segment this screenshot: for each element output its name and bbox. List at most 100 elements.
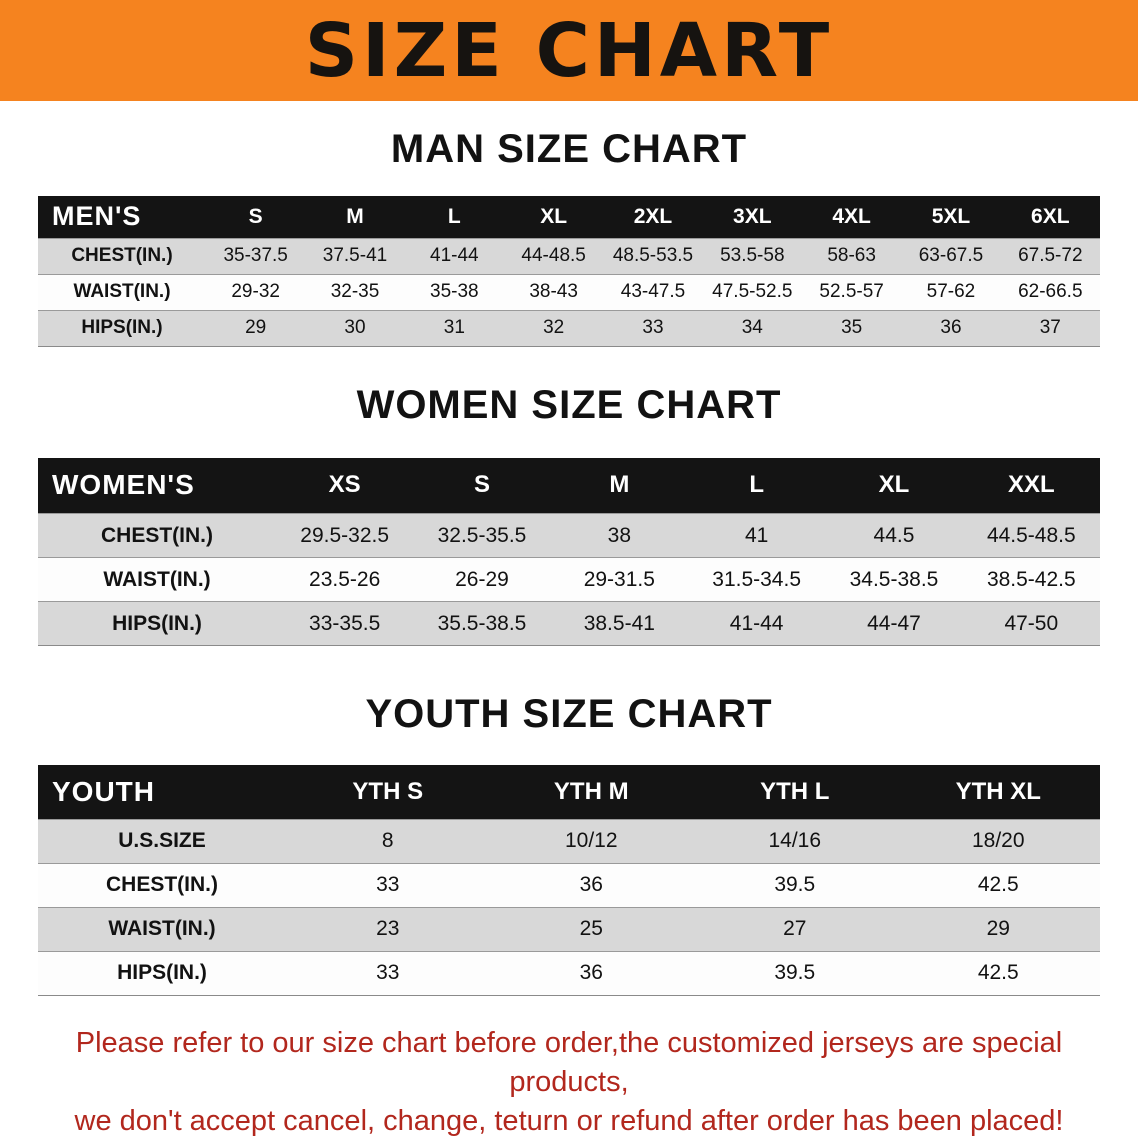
measurement-value: 18/20 — [896, 818, 1100, 863]
measurement-value: 31 — [404, 309, 504, 347]
measurement-label: CHEST(IN.) — [38, 513, 276, 558]
measurement-value: 27 — [693, 906, 897, 951]
size-column-header: M — [550, 457, 688, 514]
measurement-value: 33 — [286, 950, 490, 996]
size-column-header: XS — [276, 457, 414, 514]
measurement-row: CHEST(IN.) 33 36 39.5 42.5 — [38, 862, 1100, 907]
measurement-value: 41 — [687, 513, 826, 558]
measurement-row: WAIST(IN.) 23 25 27 29 — [38, 906, 1100, 951]
measurement-row: CHEST(IN.) 35-37.5 37.5-41 41-44 44-48.5 48.5… — [38, 237, 1100, 274]
measurement-value: 38.5-42.5 — [962, 557, 1100, 602]
measurement-value: 35-38 — [404, 273, 504, 310]
measurement-value: 36 — [489, 950, 693, 996]
measurement-value: 58-63 — [801, 237, 902, 274]
size-column-header: YTH S — [286, 765, 490, 819]
measurement-value: 30 — [305, 309, 405, 347]
measurement-label: U.S.SIZE — [38, 818, 286, 863]
measurement-value: 37.5-41 — [305, 237, 405, 274]
measurement-value: 38 — [550, 513, 688, 558]
page-title: SIZE CHART — [304, 7, 834, 94]
measurement-value: 36 — [901, 309, 1001, 347]
measurement-value: 33-35.5 — [276, 601, 414, 646]
measurement-label: WAIST(IN.) — [38, 906, 286, 951]
measurement-value: 31.5-34.5 — [687, 557, 826, 602]
measurement-value: 33 — [286, 862, 490, 907]
youth-size-table: YOUTH YTH S YTH M YTH L YTH XL U.S.SIZE 8 10/12… — [38, 765, 1100, 996]
measurement-value: 44.5-48.5 — [962, 513, 1100, 558]
measurement-value: 48.5-53.5 — [603, 237, 703, 274]
title-banner: SIZE CHART — [0, 0, 1138, 101]
measurement-value: 29.5-32.5 — [276, 513, 414, 558]
measurement-value: 29 — [206, 309, 306, 347]
size-column-header: 6XL — [1000, 196, 1100, 238]
measurement-row: HIPS(IN.) 29 30 31 32 33 34 35 36 37 — [38, 309, 1100, 347]
measurement-value: 25 — [489, 906, 693, 951]
measurement-value: 26-29 — [413, 557, 551, 602]
measurement-row: HIPS(IN.) 33-35.5 35.5-38.5 38.5-41 41-44 44-… — [38, 601, 1100, 646]
measurement-value: 38.5-41 — [550, 601, 688, 646]
size-column-header: 5XL — [901, 196, 1001, 238]
measurement-value: 29-32 — [206, 273, 306, 310]
measurement-value: 42.5 — [896, 950, 1100, 996]
measurement-value: 32-35 — [305, 273, 405, 310]
measurement-value: 32 — [503, 309, 604, 347]
measurement-label: HIPS(IN.) — [38, 950, 286, 996]
measurement-value: 39.5 — [693, 950, 897, 996]
measurement-label: CHEST(IN.) — [38, 237, 206, 274]
measurement-value: 14/16 — [693, 818, 897, 863]
measurement-value: 63-67.5 — [901, 237, 1001, 274]
measurement-value: 35 — [801, 309, 902, 347]
measurement-label: HIPS(IN.) — [38, 309, 206, 347]
measurement-value: 42.5 — [896, 862, 1100, 907]
measurement-label: WAIST(IN.) — [38, 557, 276, 602]
table-header-row: MEN'S S M L XL 2XL 3XL 4XL 5XL 6XL — [38, 196, 1100, 238]
measurement-value: 10/12 — [489, 818, 693, 863]
size-column-header: XL — [825, 457, 963, 514]
measurement-value: 67.5-72 — [1000, 237, 1100, 274]
measurement-value: 23.5-26 — [276, 557, 414, 602]
size-column-header: YTH M — [489, 765, 693, 819]
size-column-header: XXL — [962, 457, 1100, 514]
women-size-table: WOMEN'S XS S M L XL XXL CHEST(IN.) 29.5-32.5 32.5… — [38, 457, 1100, 646]
measurement-value: 57-62 — [901, 273, 1001, 310]
measurement-label: CHEST(IN.) — [38, 862, 286, 907]
women-size-chart-section: WOMEN SIZE CHART WOMEN'S XS S M L XL XXL CHEST(… — [0, 382, 1138, 646]
table-group-label: WOMEN'S — [38, 457, 276, 514]
measurement-value: 47.5-52.5 — [702, 273, 802, 310]
size-column-header: XL — [503, 196, 604, 238]
measurement-value: 34 — [702, 309, 802, 347]
disclaimer-line-2: we don't accept cancel, change, teturn o… — [74, 1104, 1064, 1137]
women-section-heading: WOMEN SIZE CHART — [356, 382, 782, 427]
size-column-header: L — [687, 457, 826, 514]
measurement-value: 35-37.5 — [206, 237, 306, 274]
youth-size-chart-section: YOUTH SIZE CHART YOUTH YTH S YTH M YTH L YTH… — [0, 692, 1138, 996]
measurement-row: WAIST(IN.) 23.5-26 26-29 29-31.5 31.5-34.5 34… — [38, 557, 1100, 602]
measurement-value: 37 — [1000, 309, 1100, 347]
measurement-value: 36 — [489, 862, 693, 907]
measurement-value: 34.5-38.5 — [825, 557, 963, 602]
measurement-value: 35.5-38.5 — [413, 601, 551, 646]
size-column-header: L — [404, 196, 504, 238]
measurement-value: 62-66.5 — [1000, 273, 1100, 310]
size-column-header: YTH XL — [896, 765, 1100, 819]
men-section-heading: MAN SIZE CHART — [390, 127, 748, 171]
measurement-row: U.S.SIZE 8 10/12 14/16 18/20 — [38, 818, 1100, 863]
table-header-row: YOUTH YTH S YTH M YTH L YTH XL — [38, 765, 1100, 819]
size-column-header: S — [206, 196, 306, 238]
measurement-value: 32.5-35.5 — [413, 513, 551, 558]
measurement-value: 44.5 — [825, 513, 963, 558]
measurement-label: WAIST(IN.) — [38, 273, 206, 310]
measurement-value: 29-31.5 — [550, 557, 688, 602]
measurement-value: 41-44 — [404, 237, 504, 274]
measurement-row: WAIST(IN.) 29-32 32-35 35-38 38-43 43-47.5 47.… — [38, 273, 1100, 310]
measurement-value: 38-43 — [503, 273, 604, 310]
measurement-value: 44-48.5 — [503, 237, 604, 274]
youth-section-heading: YOUTH SIZE CHART — [365, 692, 773, 736]
measurement-value: 52.5-57 — [801, 273, 902, 310]
measurement-value: 41-44 — [687, 601, 826, 646]
men-size-table: MEN'S S M L XL 2XL 3XL 4XL 5XL 6XL CHEST(IN.) 35-37… — [38, 196, 1100, 347]
measurement-value: 47-50 — [962, 601, 1100, 646]
size-column-header: 3XL — [702, 196, 802, 238]
measurement-value: 29 — [896, 906, 1100, 951]
